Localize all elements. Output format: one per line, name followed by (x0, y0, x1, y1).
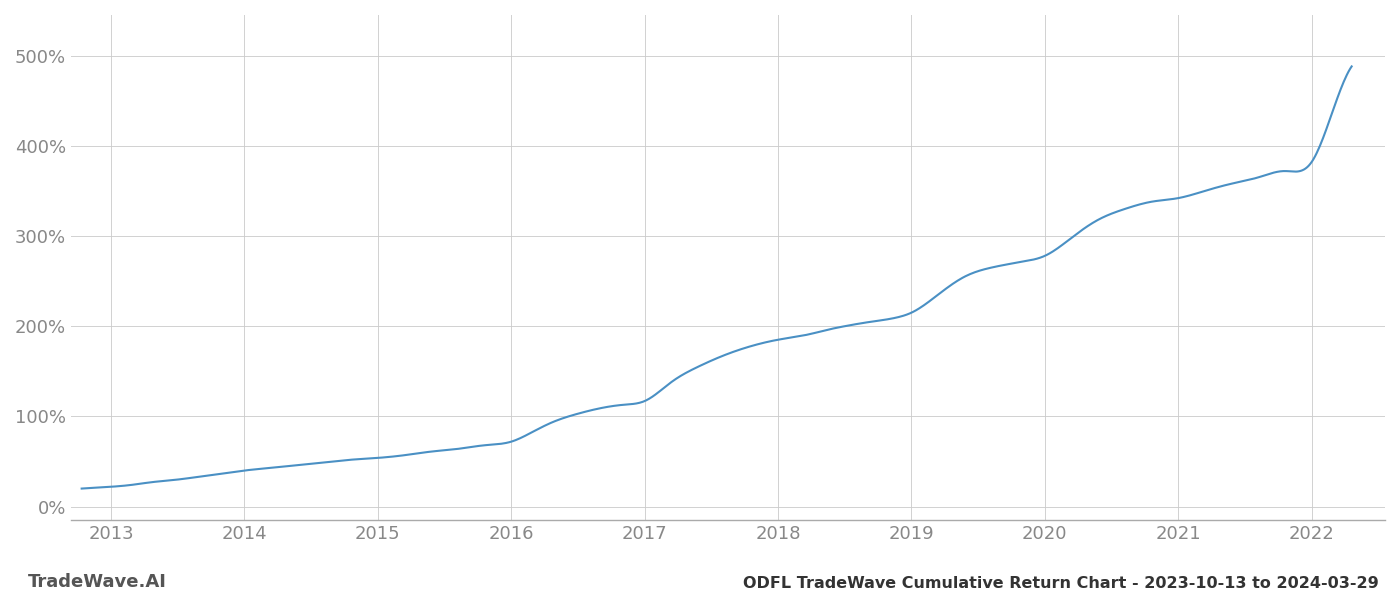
Text: ODFL TradeWave Cumulative Return Chart - 2023-10-13 to 2024-03-29: ODFL TradeWave Cumulative Return Chart -… (743, 576, 1379, 591)
Text: TradeWave.AI: TradeWave.AI (28, 573, 167, 591)
